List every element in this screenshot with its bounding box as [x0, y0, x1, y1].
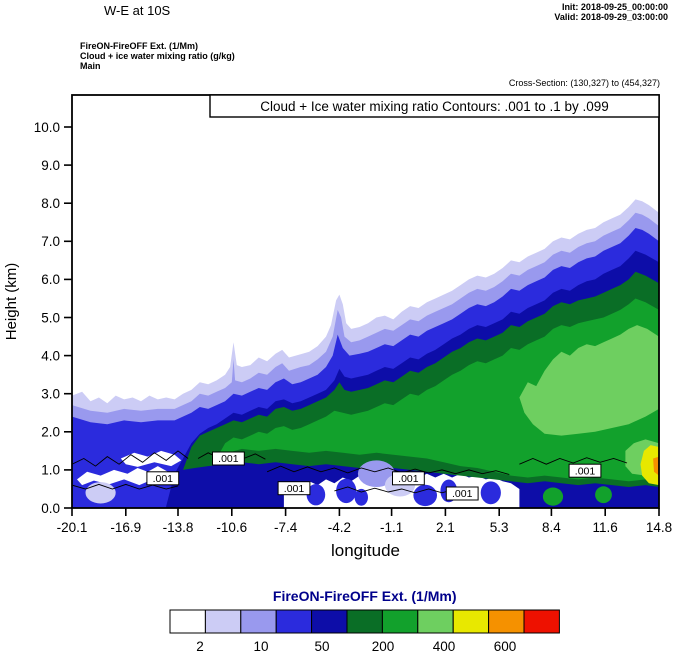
x-tick-label: 5.3 [490, 520, 509, 535]
colorbar-cell [169, 609, 206, 634]
x-tick-label: -16.9 [110, 520, 141, 535]
surface-blob [480, 481, 501, 505]
svg-text:.001: .001 [452, 488, 473, 500]
colorbar-cell [381, 609, 419, 634]
x-tick-label: 14.8 [646, 520, 672, 535]
colorbar-label: 600 [494, 639, 517, 654]
experiment-line-1: FireON-FireOFF Ext. (1/Mm) [80, 41, 199, 51]
y-axis: 0.0 1.0 2.0 3.0 4.0 5.0 6.0 7.0 8.0 9.0 10.0 [34, 120, 72, 516]
plot-title-box: Cloud + Ice water mixing ratio Contours:… [209, 94, 660, 118]
x-tick-label: -10.6 [216, 520, 247, 535]
y-tick-label: 10.0 [34, 120, 60, 135]
y-tick-label: 2.0 [41, 425, 60, 440]
colorbar-cell [523, 609, 560, 634]
colorbar-label: 50 [314, 639, 329, 654]
colorbar-label: 200 [372, 639, 395, 654]
surface-blob [542, 487, 564, 506]
surface-blob [354, 488, 368, 506]
y-tick-label: 9.0 [41, 158, 60, 173]
valid-time: Valid: 2018-09-29_03:00:00 [554, 12, 668, 22]
contour-label: .001 [212, 451, 245, 466]
y-tick-label: 8.0 [41, 196, 60, 211]
experiment-line-2: Cloud + ice water mixing ratio (g/kg) [80, 51, 235, 61]
contour-line [519, 457, 628, 465]
y-tick-label: 3.0 [41, 387, 60, 402]
x-tick-label: -7.4 [274, 520, 298, 535]
colorbar-cell [204, 609, 242, 634]
svg-text:.001: .001 [284, 483, 305, 495]
surface-blob [306, 484, 326, 506]
y-tick-label: 5.0 [41, 310, 60, 325]
contour-field [72, 199, 659, 508]
run-times: Init: 2018-09-25_00:00:00 Valid: 2018-09… [554, 2, 668, 22]
y-tick-label: 6.0 [41, 272, 60, 287]
contour-label: .001 [392, 471, 425, 486]
colorbar-label: 400 [433, 639, 456, 654]
page-title: W-E at 10S [104, 3, 171, 18]
y-axis-label: Height (km) [3, 263, 20, 341]
contour-line [266, 465, 510, 475]
surface-blob [336, 478, 357, 504]
contour-label: .001 [277, 481, 311, 496]
surface-blob [413, 484, 438, 507]
colorbar: FireON-FireOFF Ext. (1/Mm) 2 10 50 200 400 600 [169, 588, 560, 654]
contour-label: .001 [445, 486, 479, 501]
region-orange-right-edge [653, 456, 659, 476]
x-tick-label: -20.1 [57, 520, 88, 535]
region-lightgreen-upper-blob [519, 325, 659, 436]
region-yellow-right-edge [640, 445, 659, 486]
colorbar-cell [311, 609, 348, 634]
plot-title: Cloud + Ice water mixing ratio Contours:… [260, 99, 609, 114]
region-white-patch-left-2 [120, 450, 182, 467]
surface-blob [595, 486, 612, 504]
colorbar-cell [240, 609, 277, 634]
experiment-info: FireON-FireOFF Ext. (1/Mm) Cloud + ice w… [80, 41, 235, 71]
colorbar-cell [417, 609, 454, 634]
y-tick-label: 4.0 [41, 348, 60, 363]
x-tick-label: -4.2 [328, 520, 351, 535]
x-axis: -20.1 -16.9 -13.8 -10.6 -7.4 -4.2 -1.1 2.1 5.3 8.… [57, 508, 672, 535]
colorbar-cell [346, 609, 383, 634]
x-tick-label: -1.1 [380, 520, 403, 535]
x-tick-label: 11.6 [593, 520, 618, 535]
contour-label: .001 [568, 463, 602, 478]
contour-line [72, 450, 189, 467]
y-tick-label: 7.0 [41, 234, 60, 249]
x-tick-label: -13.8 [163, 520, 194, 535]
colorbar-cell [275, 609, 313, 634]
experiment-line-3: Main [80, 61, 101, 71]
svg-text:.001: .001 [153, 473, 174, 485]
colorbar-cell [452, 609, 490, 634]
x-tick-label: 8.4 [542, 520, 561, 535]
cross-section-note: Cross-Section: (130,327) to (454,327) [508, 78, 660, 88]
x-tick-label: 2.1 [436, 520, 455, 535]
svg-text:.001: .001 [398, 473, 419, 485]
contour-label: .001 [146, 471, 180, 486]
x-axis-label: longitude [331, 541, 400, 560]
svg-text:.001: .001 [218, 453, 239, 465]
region-green-region [216, 298, 659, 482]
colorbar-cell [488, 609, 525, 634]
init-time: Init: 2018-09-25_00:00:00 [561, 2, 668, 12]
contour-line [72, 483, 179, 490]
colorbar-label: 2 [196, 639, 204, 654]
colorbar-title: FireON-FireOFF Ext. (1/Mm) [273, 588, 457, 604]
y-tick-label: 0.0 [41, 501, 60, 516]
colorbar-label: 10 [253, 639, 268, 654]
surface-blob [357, 460, 395, 488]
svg-text:.001: .001 [575, 465, 596, 477]
y-tick-label: 1.0 [41, 463, 60, 478]
